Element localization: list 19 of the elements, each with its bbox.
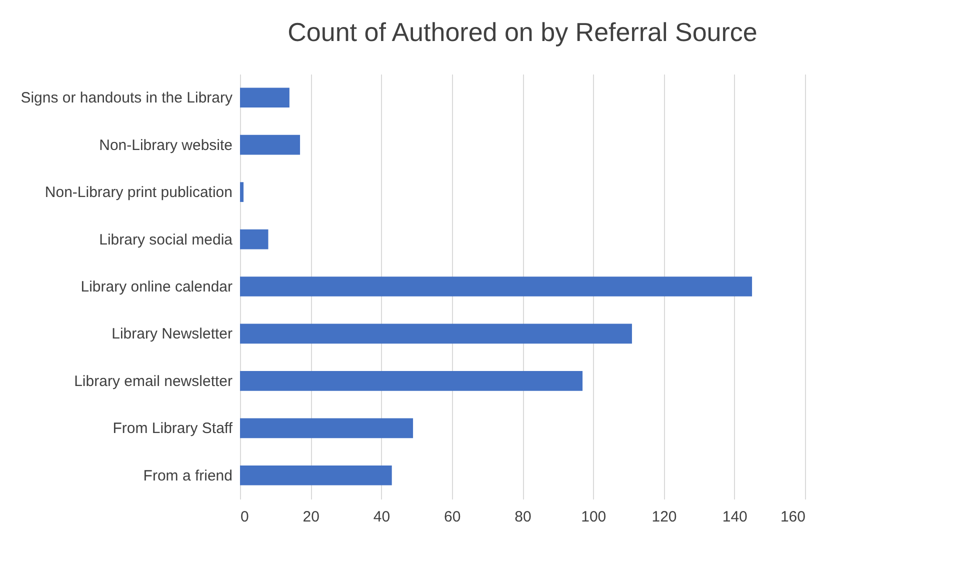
x-tick-label: 120 xyxy=(652,508,677,526)
y-tick-label: Non-Library website xyxy=(99,136,232,154)
x-tick-label: 140 xyxy=(722,508,748,526)
x-tick-label: 160 xyxy=(780,508,806,526)
x-tick-label: 40 xyxy=(373,508,390,526)
x-tick-label: 60 xyxy=(444,508,461,526)
y-tick-label: Non-Library print publication xyxy=(44,184,232,202)
x-tick-label: 0 xyxy=(240,508,249,526)
y-tick-label: Signs or handouts in the Library xyxy=(20,90,233,107)
y-tick-label: Library Newsletter xyxy=(112,326,232,343)
y-tick-label: Library social media xyxy=(99,231,234,248)
x-tick-label: 20 xyxy=(302,508,320,526)
x-tick-label: 80 xyxy=(514,508,532,526)
x-tick-label: 100 xyxy=(581,508,606,526)
chart-title: Count of Authored on by Referral Source xyxy=(288,17,758,47)
y-tick-label: From a friend xyxy=(143,467,232,484)
y-tick-label: Library online calendar xyxy=(80,278,232,296)
y-tick-label: From Library Staff xyxy=(112,420,234,438)
y-tick-label: Library email newsletter xyxy=(74,372,232,390)
